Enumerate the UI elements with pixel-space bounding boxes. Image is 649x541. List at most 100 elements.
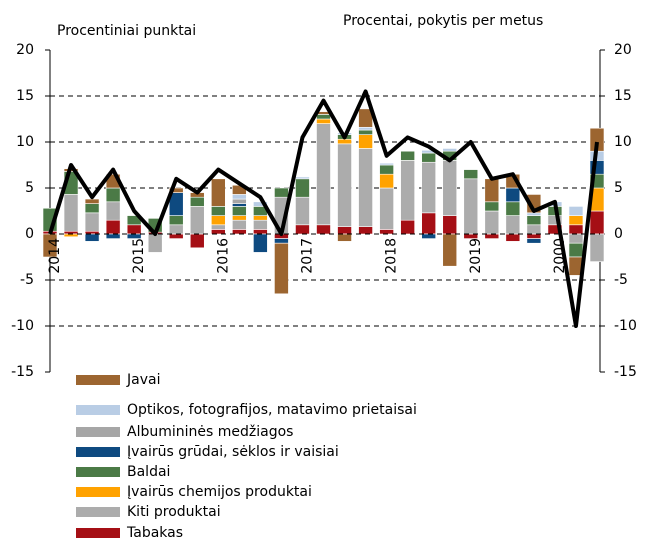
legend-swatch [76, 487, 120, 497]
legend-swatch [76, 427, 120, 437]
legend-label: Kiti produktai [127, 504, 221, 520]
bar-segment [232, 203, 247, 207]
bar-segment [253, 219, 268, 230]
legend-label: Įvairūs grūdai, sėklos ir vaisiai [127, 444, 339, 460]
legend-swatch [76, 507, 120, 517]
bar-segment [84, 203, 100, 214]
legend-label: Tabakas [126, 525, 183, 541]
bar-segment [295, 196, 310, 226]
bar-segment [526, 238, 542, 244]
bar-segment [400, 150, 415, 161]
legend-label: Javai [126, 372, 160, 388]
y-axis-label: Procentiniai punktai [57, 23, 196, 39]
x-tick-label: 2016 [215, 238, 231, 274]
bar-segment [421, 233, 436, 239]
bar-segment [463, 169, 479, 180]
bar-segment [589, 233, 605, 262]
bar-segment [337, 138, 352, 145]
bar-segment [253, 233, 268, 253]
bar-segment [232, 229, 247, 235]
y-tick-label: 0 [25, 226, 34, 242]
bar-segment [126, 224, 142, 235]
bar-segment [253, 215, 268, 221]
bar-segment [505, 215, 521, 235]
bar-segment [442, 215, 458, 235]
bar-segment [253, 201, 268, 207]
bar-segment [379, 229, 394, 235]
y2-tick-label: -10 [614, 318, 637, 334]
bar-segment [189, 206, 205, 235]
bar-segment [484, 178, 500, 203]
y-tick-label: -5 [20, 272, 34, 288]
legend-label: Įvairūs chemijos produktai [127, 484, 312, 500]
bar-segment [189, 196, 205, 207]
bar-segment [295, 176, 310, 180]
y2-tick-label: -15 [614, 364, 637, 380]
legend-swatch [76, 528, 120, 538]
bar-segment [358, 226, 373, 235]
bar-segment [505, 201, 521, 216]
y-tick-label: 15 [16, 88, 34, 104]
bar-segment [168, 215, 184, 226]
x-tick-label: 2018 [384, 238, 400, 274]
bar-segment [84, 198, 100, 204]
bar-segment [358, 148, 373, 227]
bar-segment [316, 114, 331, 120]
x-tick-label: 2014 [47, 238, 63, 274]
y2-tick-label: 10 [614, 134, 632, 150]
bar-segment [568, 224, 584, 235]
bar-segment [84, 233, 100, 242]
legend-swatch [76, 467, 120, 477]
legend-swatch [76, 375, 120, 385]
x-tick-label: 2015 [131, 238, 147, 274]
y2-tick-label: 20 [614, 42, 632, 58]
bar-segment [211, 206, 226, 216]
bar-segment [400, 160, 415, 221]
bar-segment [379, 164, 394, 175]
line [48, 89, 599, 328]
y2-tick-label: -5 [614, 272, 628, 288]
bar-segment [400, 219, 415, 235]
y2-axis-label: Procentai, pokytis per metus [343, 13, 543, 29]
legend-label: Optikos, fotografijos, matavimo prietais… [127, 402, 417, 418]
x-tick-label: 2019 [468, 238, 484, 274]
bar-segment [589, 210, 605, 235]
bar-segment [442, 160, 458, 216]
bar-segment [105, 233, 121, 239]
y2-tick-label: 15 [614, 88, 632, 104]
legend-label: Baldai [127, 464, 170, 480]
bar-segment [105, 219, 121, 235]
bar-segment [421, 152, 436, 163]
bar-segment [232, 198, 247, 204]
bar-segment [484, 233, 500, 239]
bar-segment [358, 129, 373, 135]
legend-swatch [76, 405, 120, 415]
bar-segment [442, 148, 458, 152]
bar-segment [463, 178, 479, 235]
bar-segment [316, 118, 331, 124]
bar-segment [189, 233, 205, 249]
bar-segment [421, 212, 436, 235]
y2-tick-label: 5 [614, 180, 623, 196]
y-tick-label: 10 [16, 134, 34, 150]
bar-segment [168, 233, 184, 239]
bar-segment [526, 224, 542, 235]
bar-segment [568, 242, 584, 258]
bar-segment [84, 212, 100, 232]
bar-segment [505, 233, 521, 242]
y-tick-label: -15 [11, 364, 34, 380]
bar-segment [147, 233, 163, 253]
bar-segment [211, 229, 226, 235]
bar-segment [105, 187, 121, 203]
bar-segment [379, 162, 394, 166]
bar-segment [274, 242, 289, 295]
bar-segment [105, 201, 121, 221]
bar-segment [484, 210, 500, 235]
bar-segment [526, 215, 542, 226]
bar-segment [358, 134, 373, 149]
bar-segment [568, 215, 584, 226]
bar-segment [379, 187, 394, 230]
bar-segment [526, 233, 542, 239]
legend-swatch [76, 447, 120, 457]
